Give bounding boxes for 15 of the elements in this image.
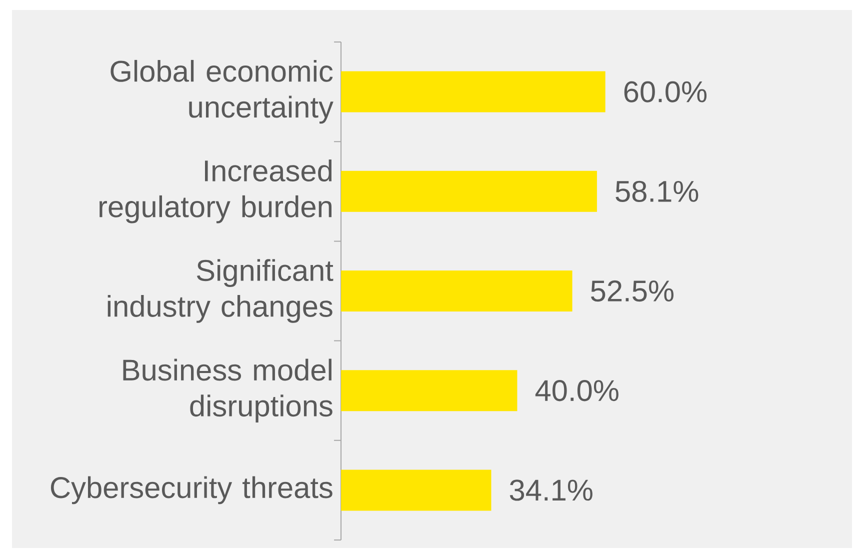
- y-tick-label: Significant industry changes: [108, 259, 334, 323]
- bar: [341, 370, 518, 412]
- y-tick-label: Global economic uncertainty: [110, 60, 334, 124]
- y-tick-label: Increased regulatory burden: [100, 160, 332, 224]
- data-label: 58.1%: [616, 180, 698, 202]
- y-tick-label: Cybersecurity threats: [50, 476, 332, 504]
- bar: [341, 470, 492, 511]
- data-label: 34.1%: [510, 480, 592, 501]
- y-tick-label: Business model disruptions: [123, 358, 332, 422]
- data-label: 52.5%: [591, 280, 674, 302]
- data-label: 60.0%: [624, 81, 707, 102]
- bar: [341, 71, 606, 112]
- bar: [341, 270, 572, 312]
- data-label: 40.0%: [535, 380, 618, 402]
- bar: [341, 170, 597, 212]
